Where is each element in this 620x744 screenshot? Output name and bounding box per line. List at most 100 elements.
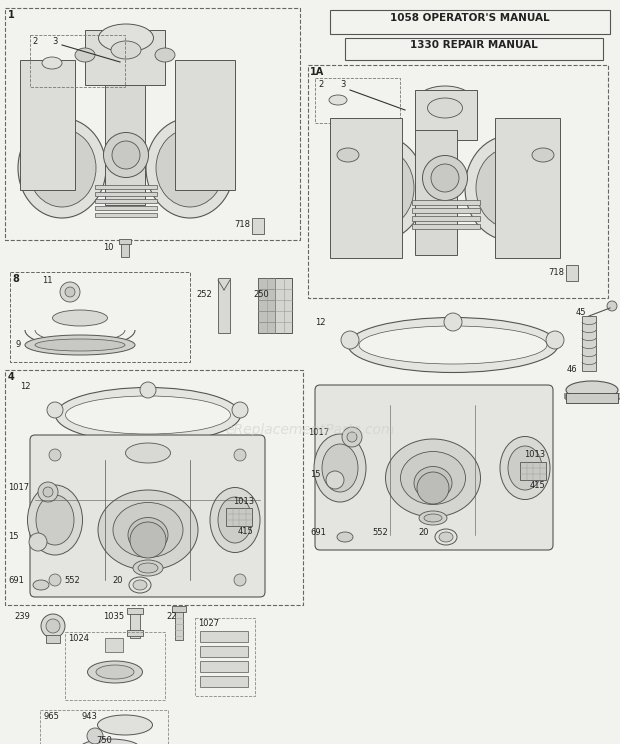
Bar <box>345 38 603 60</box>
Ellipse shape <box>417 86 472 114</box>
Bar <box>616 393 620 398</box>
Bar <box>604 396 609 400</box>
Ellipse shape <box>414 466 452 499</box>
Bar <box>175 60 235 190</box>
Bar <box>130 610 140 638</box>
Circle shape <box>347 432 357 442</box>
Text: 11: 11 <box>42 276 53 285</box>
Circle shape <box>607 301 617 311</box>
Ellipse shape <box>146 118 234 218</box>
Ellipse shape <box>53 310 107 326</box>
Ellipse shape <box>99 24 154 52</box>
Text: 415: 415 <box>238 527 254 536</box>
Bar <box>10 272 190 362</box>
Ellipse shape <box>33 580 49 590</box>
Text: 250: 250 <box>253 290 268 299</box>
Text: 12: 12 <box>20 382 30 391</box>
Ellipse shape <box>359 326 547 364</box>
Bar <box>581 396 585 401</box>
Bar <box>200 676 248 687</box>
Ellipse shape <box>155 48 175 62</box>
Ellipse shape <box>42 57 62 69</box>
Ellipse shape <box>25 335 135 355</box>
Bar <box>613 394 617 400</box>
Ellipse shape <box>424 514 442 522</box>
Circle shape <box>326 471 344 489</box>
Text: 943: 943 <box>82 712 98 721</box>
Bar <box>258 278 275 333</box>
Ellipse shape <box>348 318 558 373</box>
Bar <box>195 618 255 696</box>
Bar <box>105 85 145 205</box>
Text: 20: 20 <box>418 528 428 537</box>
Ellipse shape <box>133 560 163 576</box>
Ellipse shape <box>113 502 183 557</box>
Ellipse shape <box>98 490 198 570</box>
Circle shape <box>234 449 246 461</box>
Bar <box>200 631 248 642</box>
Text: 10: 10 <box>103 243 113 252</box>
Circle shape <box>47 402 63 418</box>
Bar <box>412 224 480 229</box>
Bar <box>121 241 129 257</box>
Text: 4: 4 <box>8 372 15 382</box>
Bar <box>95 192 157 196</box>
Ellipse shape <box>431 164 459 192</box>
Bar <box>258 278 292 333</box>
Text: 12: 12 <box>315 318 326 327</box>
Ellipse shape <box>156 129 224 207</box>
Bar <box>119 239 131 244</box>
Bar <box>218 278 230 333</box>
Text: 552: 552 <box>64 576 80 585</box>
Ellipse shape <box>28 129 96 207</box>
Ellipse shape <box>133 580 147 590</box>
Bar <box>95 213 157 217</box>
Bar <box>566 393 618 403</box>
Bar <box>127 608 143 614</box>
Text: 1330 REPAIR MANUAL: 1330 REPAIR MANUAL <box>410 40 538 50</box>
Bar <box>30 35 125 87</box>
Circle shape <box>232 402 248 418</box>
Circle shape <box>342 427 362 447</box>
Ellipse shape <box>465 135 555 240</box>
Text: 1035: 1035 <box>103 612 124 621</box>
Text: 1027: 1027 <box>198 619 219 628</box>
Ellipse shape <box>125 443 170 463</box>
Bar <box>582 316 596 371</box>
Bar <box>566 265 578 281</box>
Text: 1A: 1A <box>310 67 324 77</box>
Ellipse shape <box>401 452 466 504</box>
Bar <box>567 394 571 400</box>
Bar <box>95 185 157 189</box>
Text: 1013: 1013 <box>524 450 545 459</box>
Bar <box>95 199 157 203</box>
Bar <box>105 638 123 652</box>
Bar <box>412 216 480 221</box>
Bar <box>226 508 252 526</box>
Ellipse shape <box>476 148 544 228</box>
Bar <box>200 661 248 672</box>
Bar <box>587 396 591 401</box>
Ellipse shape <box>66 396 231 434</box>
Circle shape <box>43 487 53 497</box>
Ellipse shape <box>439 532 453 542</box>
Circle shape <box>87 728 103 744</box>
Text: 46: 46 <box>567 365 578 374</box>
Ellipse shape <box>128 518 168 553</box>
Ellipse shape <box>419 511 447 525</box>
Ellipse shape <box>27 485 82 555</box>
Ellipse shape <box>36 495 74 545</box>
Ellipse shape <box>218 497 252 543</box>
Bar <box>5 370 303 605</box>
Circle shape <box>444 313 462 331</box>
Text: 2: 2 <box>318 80 323 89</box>
Bar <box>412 200 480 205</box>
Ellipse shape <box>428 98 463 118</box>
Text: 1024: 1024 <box>68 634 89 643</box>
Ellipse shape <box>112 141 140 169</box>
Bar <box>330 118 402 258</box>
Circle shape <box>130 522 166 558</box>
Bar <box>412 208 480 213</box>
Circle shape <box>234 574 246 586</box>
Bar <box>570 395 575 400</box>
